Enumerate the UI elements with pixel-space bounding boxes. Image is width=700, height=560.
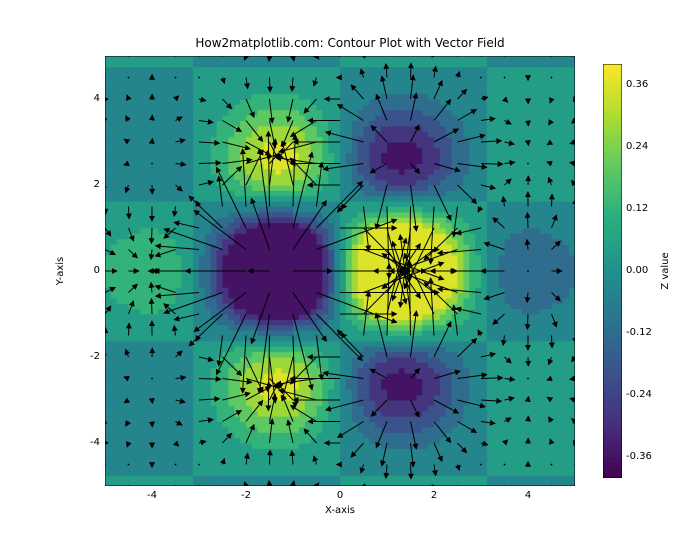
colorbar-tick: -0.36: [626, 451, 652, 462]
y-tick: 4: [70, 93, 100, 104]
x-axis-label: X-axis: [105, 505, 575, 516]
x-tick: 0: [325, 490, 355, 501]
colorbar-tick: -0.24: [626, 389, 652, 400]
y-tick: -4: [70, 437, 100, 448]
colorbar-tick: 0.36: [626, 79, 648, 90]
y-tick: 0: [70, 265, 100, 276]
y-axis-label: Y-axis: [55, 56, 69, 486]
chart-title: How2matplotlib.com: Contour Plot with Ve…: [0, 36, 700, 50]
colorbar-label: Z value: [660, 64, 674, 478]
x-tick: -2: [231, 490, 261, 501]
x-tick: 4: [513, 490, 543, 501]
x-tick: 2: [419, 490, 449, 501]
colorbar-tick: -0.12: [626, 327, 652, 338]
x-tick: -4: [137, 490, 167, 501]
y-tick: 2: [70, 179, 100, 190]
figure: { "chart": { "type": "contourf+quiver", …: [0, 0, 700, 560]
plot-axes: [105, 56, 575, 486]
colorbar-tick: 0.12: [626, 203, 648, 214]
colorbar-tick: 0.00: [626, 265, 648, 276]
colorbar: [603, 64, 622, 478]
colorbar-tick: 0.24: [626, 141, 648, 152]
y-tick: -2: [70, 351, 100, 362]
